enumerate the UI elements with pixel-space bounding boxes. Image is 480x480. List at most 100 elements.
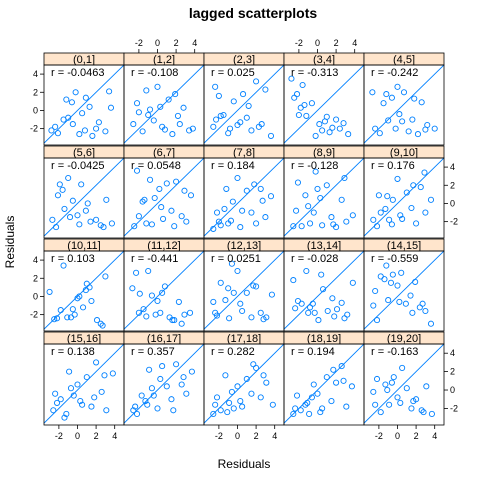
data-point (78, 181, 85, 188)
data-point (372, 287, 379, 295)
data-point (76, 221, 83, 228)
correlation-label: r = -0.0463 (51, 67, 105, 79)
correlation-label: r = 0.138 (51, 346, 95, 358)
data-point (397, 399, 404, 406)
data-point (341, 174, 348, 182)
panel: (11,12]r = -0.441 (123, 238, 205, 332)
panel: (17,18]r = 0.282 -2 0 2 4 (203, 331, 285, 441)
data-point (288, 75, 295, 82)
data-point (248, 209, 255, 216)
data-point (154, 405, 161, 412)
data-point (333, 306, 341, 313)
data-point (51, 316, 58, 323)
data-point (398, 269, 405, 276)
data-point (413, 220, 420, 227)
reference-line (124, 251, 204, 330)
data-point (131, 223, 138, 230)
reference-line (44, 158, 124, 237)
data-point (409, 116, 416, 123)
x-tick-label: 2 (94, 431, 99, 441)
data-point (427, 196, 435, 203)
data-point (416, 304, 423, 311)
panel-plot-area (124, 251, 204, 330)
panel-strip-label: (8,9] (313, 147, 335, 159)
data-point (157, 103, 164, 110)
y-tick-label: 0 (33, 291, 38, 301)
panel: (13,14]r = -0.028 (283, 238, 365, 332)
panel: (5,6]r = -0.0425 (43, 145, 125, 239)
data-point (370, 216, 377, 223)
reference-line (124, 158, 204, 237)
panel: (19,20]r = -0.163 -2 0 2 4 -2 0 2 4 (363, 331, 458, 441)
correlation-label: r = 0.103 (51, 253, 95, 265)
data-point (175, 298, 182, 305)
data-point (88, 297, 95, 305)
data-point (66, 214, 74, 221)
data-point (349, 212, 356, 219)
data-point (267, 193, 275, 200)
data-point (180, 104, 187, 111)
data-point (315, 317, 322, 324)
data-point (178, 320, 185, 327)
data-point (293, 207, 300, 214)
data-point (340, 120, 347, 127)
data-point (88, 403, 95, 410)
data-point (79, 110, 86, 117)
data-point (407, 292, 414, 299)
data-point (225, 285, 232, 292)
data-point (328, 214, 335, 221)
data-point (89, 132, 96, 139)
data-point (49, 216, 56, 223)
data-point (154, 83, 161, 90)
x-tick-label: -2 (135, 38, 143, 48)
x-tick-label: 2 (174, 38, 179, 48)
panel: (8,9]r = -0.128 (283, 145, 365, 239)
panel-strip-label: (3,4] (313, 54, 335, 66)
data-point (48, 127, 55, 134)
data-point (222, 372, 229, 379)
data-point (389, 271, 396, 278)
data-point (383, 262, 390, 269)
data-point (248, 314, 255, 321)
data-point (159, 289, 166, 296)
data-point (234, 174, 241, 182)
data-point (102, 128, 109, 135)
data-point (143, 220, 150, 227)
y-tick-label: 4 (450, 162, 455, 172)
data-point (163, 180, 170, 187)
y-tick-label: 2 (33, 273, 38, 283)
x-tick-label: 0 (395, 431, 400, 441)
x-tick-label: 0 (155, 38, 160, 48)
data-point (146, 176, 154, 183)
data-point (53, 224, 60, 231)
panel-plot-area (44, 251, 124, 330)
data-point (323, 182, 330, 189)
data-point (329, 295, 336, 302)
data-point (292, 405, 299, 412)
panel-strip-label: (6,7] (153, 147, 175, 159)
data-point (95, 119, 102, 126)
panel-plot-area (284, 251, 364, 330)
data-point (250, 282, 257, 289)
data-point (343, 403, 350, 410)
y-tick-label: 2 (450, 367, 455, 377)
data-point (52, 390, 59, 397)
data-point (165, 96, 172, 103)
data-point (268, 291, 275, 298)
data-point (341, 315, 348, 322)
data-point (396, 111, 403, 118)
data-point (83, 374, 90, 381)
data-point (323, 374, 330, 381)
data-point (173, 178, 180, 185)
panel: (0,1]r = -0.0463 -2 0 2 4 (30, 52, 125, 146)
x-tick-label: 4 (192, 38, 197, 48)
reference-line (44, 65, 124, 144)
data-point (403, 189, 410, 196)
panel: (15,16]r = 0.138 -2 0 2 4 (43, 331, 125, 441)
x-tick-label: 2 (254, 431, 259, 441)
data-point (311, 309, 318, 316)
data-point (230, 289, 237, 296)
data-point (308, 100, 315, 107)
data-point (408, 405, 415, 412)
